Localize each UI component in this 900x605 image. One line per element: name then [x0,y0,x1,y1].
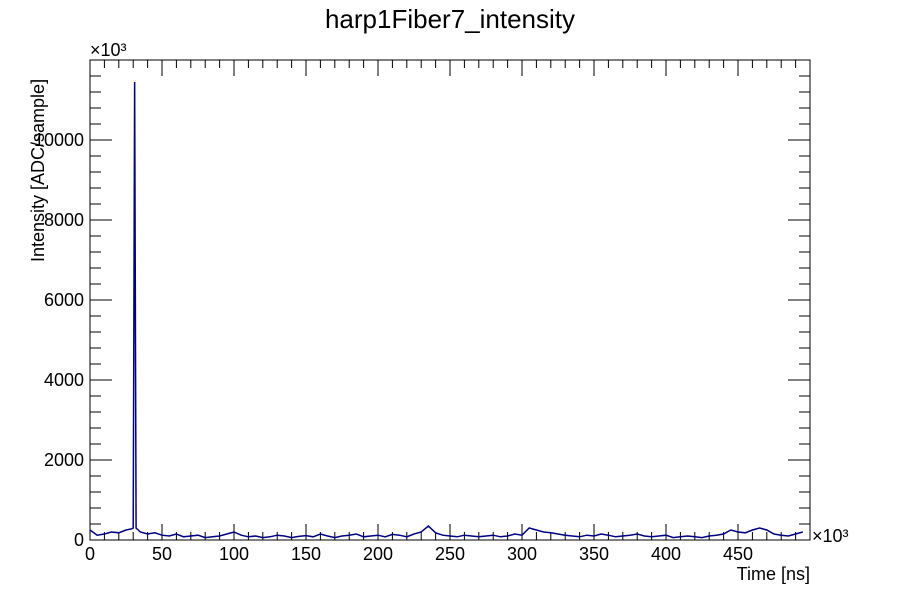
data-line [89,81,804,539]
x-tick-label: 400 [651,544,681,564]
y-axis-label: Intensity [ADC/sample] [28,79,48,262]
x-tick-label: 300 [507,544,537,564]
y-tick-label: 6000 [44,290,84,310]
x-exponent: ×10³ [812,526,849,546]
x-tick-label: 100 [219,544,249,564]
x-tick-label: 0 [85,544,95,564]
y-tick-label: 0 [74,530,84,550]
y-exponent: ×10³ [90,40,127,60]
x-axis-label: Time [ns] [737,564,810,584]
x-tick-label: 50 [152,544,172,564]
y-tick-label: 8000 [44,210,84,230]
chart-title: harp1Fiber7_intensity [325,4,575,34]
y-tick-label: 4000 [44,370,84,390]
x-tick-label: 200 [363,544,393,564]
y-tick-label: 10000 [34,130,84,150]
y-tick-label: 2000 [44,450,84,470]
x-tick-label: 450 [723,544,753,564]
x-tick-label: 250 [435,544,465,564]
x-tick-label: 150 [291,544,321,564]
x-tick-label: 350 [579,544,609,564]
